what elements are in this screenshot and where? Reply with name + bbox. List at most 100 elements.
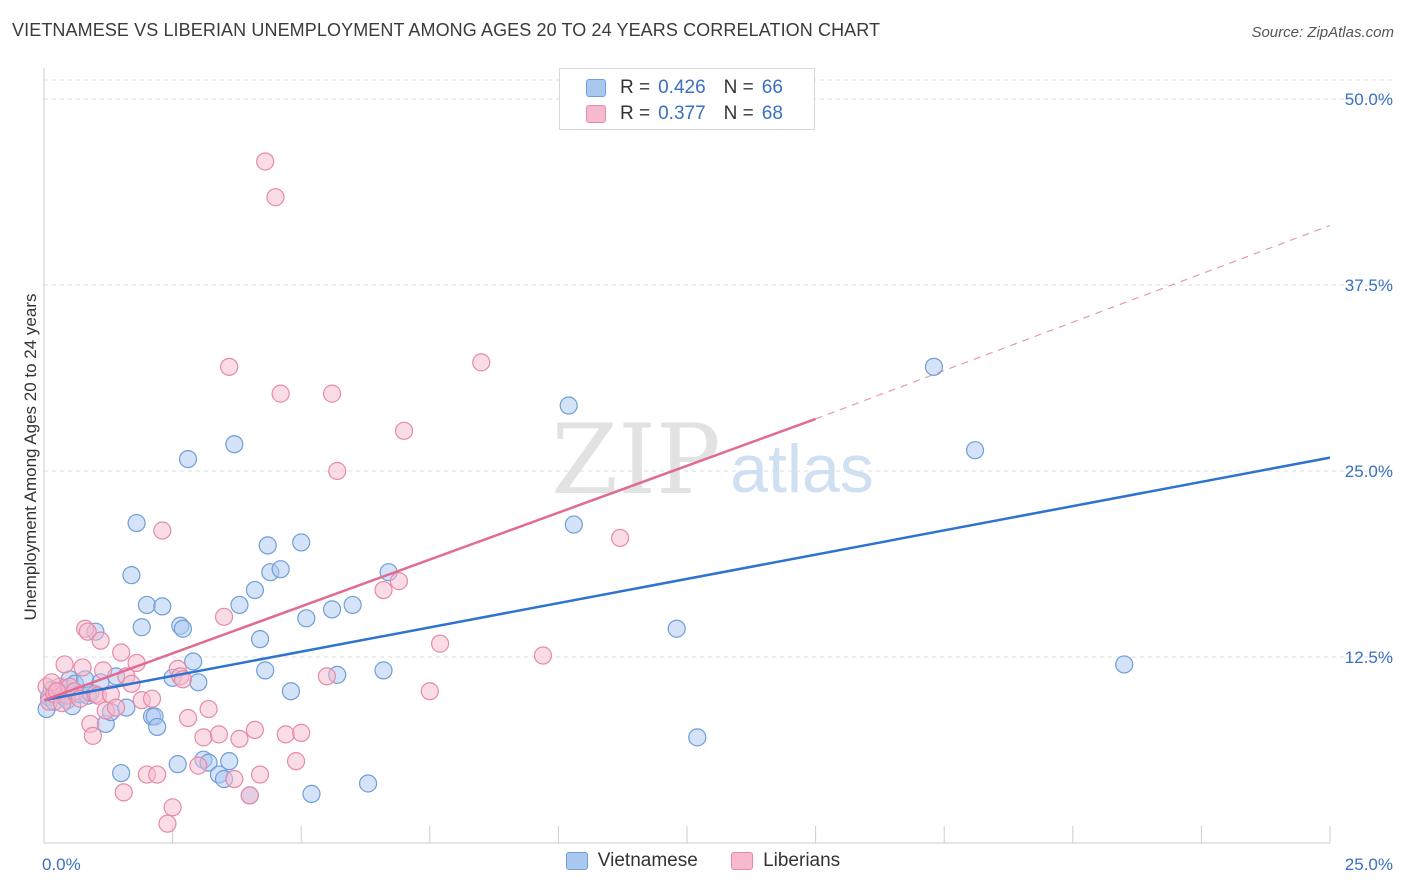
- vietnamese-point: [564, 515, 583, 534]
- liberians-trend-line: [43, 417, 817, 702]
- vietnamese-point: [688, 728, 707, 747]
- liberians-point: [199, 699, 218, 719]
- liberians-point: [178, 708, 198, 728]
- liberians-point: [250, 765, 270, 784]
- vietnamese-point: [173, 619, 192, 638]
- n-value: 66: [761, 77, 783, 98]
- vietnamese-point: [965, 441, 985, 460]
- vietnamese-point: [302, 784, 321, 803]
- x-tick-label: 0.0%: [42, 855, 81, 874]
- liberians-point: [142, 689, 162, 708]
- watermark: ZIP atlas: [551, 404, 873, 516]
- legend-label-liberians: Liberians: [763, 850, 841, 871]
- y-tick-label: 50.0%: [1345, 90, 1393, 109]
- liberians-point: [163, 798, 182, 817]
- vietnamese-point: [559, 396, 578, 415]
- liberians-point: [158, 814, 177, 833]
- liberians-point: [394, 421, 414, 440]
- x-tick-label: 25.0%: [1345, 855, 1393, 874]
- liberians-point: [374, 580, 393, 600]
- liberians-point: [209, 725, 228, 744]
- liberians-point: [317, 667, 337, 686]
- stats-legend-row-vietnamese: R = 0.426 N = 66: [586, 75, 789, 101]
- liberians-point: [389, 572, 409, 591]
- liberians-point: [83, 726, 102, 745]
- liberians-point: [322, 384, 342, 403]
- vietnamese-point: [271, 560, 290, 579]
- vietnamese-point: [127, 513, 146, 533]
- y-tick-label: 37.5%: [1345, 276, 1393, 295]
- vietnamese-point: [250, 630, 270, 649]
- vietnamese-point: [137, 595, 156, 615]
- liberians-point: [73, 658, 92, 677]
- liberians-point: [220, 357, 239, 376]
- vietnamese-point: [1115, 655, 1134, 674]
- liberians-point: [271, 384, 290, 403]
- vietnamese-point: [924, 357, 944, 376]
- liberians-point: [225, 769, 244, 789]
- vietnamese-point: [132, 618, 151, 637]
- vietnamese-point: [148, 717, 167, 737]
- vietnamese-point: [178, 449, 198, 469]
- liberians-point: [286, 752, 306, 771]
- liberians-point: [214, 607, 234, 626]
- liberians-point: [611, 528, 630, 548]
- vietnamese-point: [230, 595, 249, 615]
- vietnamese-point: [256, 661, 275, 680]
- vietnamese-point: [343, 595, 362, 615]
- r-value: 0.426: [658, 77, 706, 98]
- legend-swatch-vietnamese: [586, 79, 606, 97]
- liberians-point: [194, 728, 213, 747]
- vietnamese-point: [122, 566, 141, 585]
- series-legend: Vietnamese Liberians: [0, 850, 1406, 876]
- liberians-point: [230, 729, 249, 748]
- legend-item-liberians[interactable]: Liberians: [731, 850, 840, 872]
- vietnamese-point: [220, 752, 239, 771]
- source-label: Source: ZipAtlas.com: [1251, 24, 1394, 41]
- stats-legend-row-liberians: R = 0.377 N = 68: [586, 101, 789, 127]
- legend-swatch-liberians: [731, 852, 754, 870]
- vietnamese-point: [189, 673, 208, 692]
- liberians-points: [37, 152, 630, 833]
- vietnamese-point: [297, 609, 316, 628]
- n-label: N =: [723, 77, 754, 98]
- liberians-point: [266, 188, 285, 207]
- liberians-point: [112, 643, 131, 662]
- legend-swatch-liberians: [586, 105, 606, 123]
- liberians-point: [91, 631, 110, 650]
- liberians-point: [420, 682, 439, 701]
- liberians-point: [245, 720, 265, 740]
- liberians-point: [472, 353, 491, 372]
- liberians-point: [292, 723, 311, 742]
- vietnamese-point: [322, 600, 342, 619]
- y-axis-label: Unemployment Among Ages 20 to 24 years: [21, 294, 40, 621]
- liberians-point: [106, 698, 126, 717]
- r-value: 0.377: [658, 103, 706, 124]
- liberians-point: [430, 634, 450, 653]
- liberians-trend-extension: [815, 224, 1331, 420]
- chart-title: VIETNAMESE VS LIBERIAN UNEMPLOYMENT AMON…: [12, 20, 881, 40]
- liberians-point: [55, 655, 74, 674]
- liberians-point: [533, 646, 553, 665]
- trend-lines: [43, 224, 1331, 702]
- watermark-zip: ZIP: [551, 404, 720, 516]
- y-tick-label: 12.5%: [1345, 648, 1393, 667]
- liberians-point: [148, 765, 167, 784]
- vietnamese-point: [292, 533, 311, 552]
- legend-item-vietnamese[interactable]: Vietnamese: [565, 850, 698, 872]
- liberians-point: [78, 622, 97, 641]
- n-label: N =: [723, 103, 754, 124]
- vietnamese-point: [374, 661, 393, 680]
- y-tick-label: 25.0%: [1345, 462, 1393, 481]
- vietnamese-point: [281, 682, 301, 701]
- watermark-atlas: atlas: [730, 431, 874, 507]
- r-label: R =: [620, 77, 651, 98]
- vietnamese-point: [258, 536, 277, 555]
- vietnamese-trend-line: [43, 456, 1331, 702]
- tick-labels: 12.5% 25.0% 37.5% 50.0% 0.0% 25.0%: [42, 90, 1393, 874]
- vietnamese-point: [667, 619, 686, 638]
- stats-legend: R = 0.426 N = 66 R = 0.377 N = 68: [559, 68, 815, 130]
- n-value: 68: [761, 103, 783, 124]
- vietnamese-point: [184, 652, 203, 671]
